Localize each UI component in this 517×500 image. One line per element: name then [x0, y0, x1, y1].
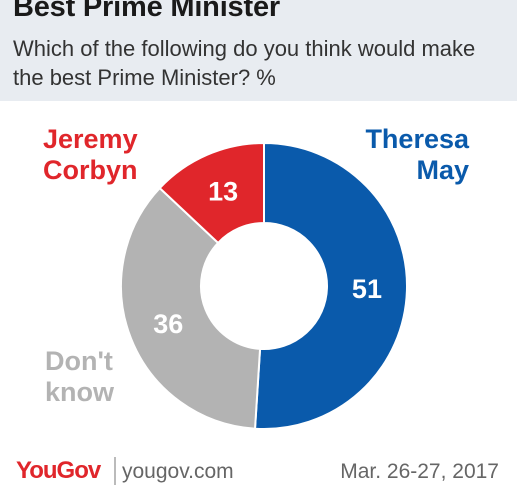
footer: YouGov yougov.com Mar. 26-27, 2017: [0, 449, 517, 500]
chart-title: Best Prime Minister: [13, 0, 280, 23]
label-theresa-may-line2: May: [416, 155, 469, 185]
label-jeremy-corbyn-line1: Jeremy: [43, 124, 138, 154]
value-label-jeremy-corbyn: 13: [208, 176, 238, 206]
yougov-logo[interactable]: YouGov: [16, 457, 101, 484]
label-theresa-may: Theresa May: [365, 124, 469, 186]
slice-jeremy-corbyn: [158, 141, 265, 245]
header: Best Prime Minister Which of the followi…: [0, 0, 517, 101]
label-dont-know-line2: know: [45, 377, 115, 407]
donut-chart: 51 36 13: [120, 141, 408, 430]
value-label-theresa-may: 51: [352, 274, 382, 304]
label-jeremy-corbyn: Jeremy Corbyn: [43, 124, 138, 186]
label-theresa-may-line1: Theresa: [365, 124, 469, 154]
chart-subtitle: Which of the following do you think woul…: [13, 36, 476, 90]
survey-date: Mar. 26-27, 2017: [340, 460, 499, 483]
site-link[interactable]: yougov.com: [122, 460, 234, 483]
label-dont-know: Don't know: [45, 346, 114, 408]
slice-don-t-know: [120, 186, 262, 430]
slice-theresa-may: [253, 141, 408, 430]
label-jeremy-corbyn-line2: Corbyn: [43, 155, 138, 185]
footer-separator: [114, 457, 116, 485]
value-label-don-t-know: 36: [153, 309, 183, 339]
label-dont-know-line1: Don't: [45, 346, 113, 376]
